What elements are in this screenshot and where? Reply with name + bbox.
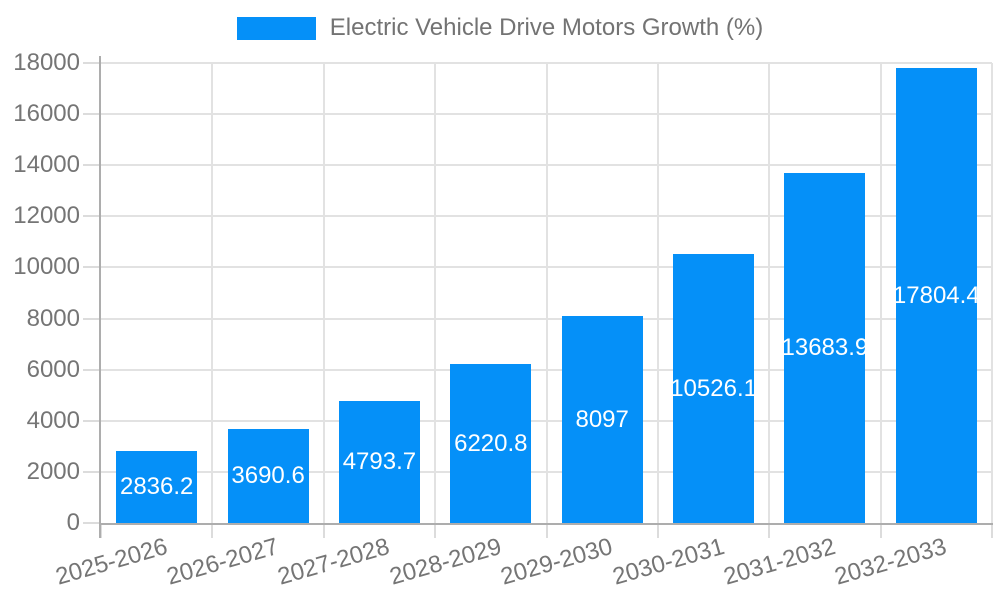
x-axis-tick [768,523,771,538]
y-axis-tick-label: 0 [66,509,80,536]
bar[interactable] [784,173,866,523]
y-axis-tick [83,522,101,524]
bar[interactable] [673,254,755,523]
x-axis-tick [211,523,214,538]
gridline-vertical [322,63,325,523]
x-axis-tick [434,523,437,538]
bar-value-label: 2836.2 [119,472,194,500]
bar[interactable] [227,428,309,523]
y-axis-tick-label: 18000 [13,49,80,76]
x-axis-tick [100,523,102,538]
bar-value-label: 6220.8 [454,429,528,457]
y-axis-tick-label: 4000 [26,406,80,434]
bar-value-label: 13683.9 [781,334,869,362]
bar-value-label: 17804.4 [892,281,980,309]
gridline-vertical [656,63,659,523]
legend-swatch [236,16,316,40]
gridline-vertical [991,63,993,523]
y-axis-tick-label: 6000 [26,355,80,383]
y-axis-tick-label: 2000 [26,457,80,485]
x-axis-line [99,523,993,525]
y-axis-tick [83,215,101,218]
y-axis-tick-label: 8000 [26,304,80,332]
bar[interactable] [116,450,198,523]
bar[interactable] [338,400,420,523]
y-axis-line [99,56,101,538]
y-axis-tick [83,368,101,371]
y-axis-tick [83,419,101,422]
y-axis-tick-label: 16000 [13,100,80,128]
bar-value-label: 4793.7 [342,447,417,475]
x-axis-tick [656,523,659,538]
y-axis-tick-label: 14000 [13,151,80,179]
y-axis-tick [83,113,101,116]
bar[interactable] [561,316,643,523]
y-axis-tick [83,317,101,320]
x-axis-tick [322,523,325,538]
legend-label: Electric Vehicle Drive Motors Growth (%) [329,14,764,41]
bar-value-label: 3690.6 [231,461,305,489]
y-axis-tick [83,62,101,64]
gridline-vertical [879,63,882,523]
gridline-vertical [545,63,548,523]
legend: Electric Vehicle Drive Motors Growth (%) [0,14,1000,42]
bar[interactable] [450,364,532,523]
y-axis-tick [83,164,101,167]
legend-item[interactable]: Electric Vehicle Drive Motors Growth (%) [236,14,764,42]
gridline-vertical [211,63,214,523]
bar-value-label: 10526.1 [670,374,757,402]
y-axis-tick [83,266,101,269]
gridline-vertical [768,63,771,523]
bar[interactable] [895,68,977,523]
y-axis-tick [83,470,101,473]
y-axis-tick-label: 10000 [13,253,80,281]
x-axis-tick [879,523,882,538]
bar-value-label: 8097 [575,405,629,433]
x-axis-tick [991,523,993,538]
y-axis-tick-label: 12000 [13,202,80,230]
x-axis-tick [545,523,548,538]
gridline-vertical [434,63,437,523]
